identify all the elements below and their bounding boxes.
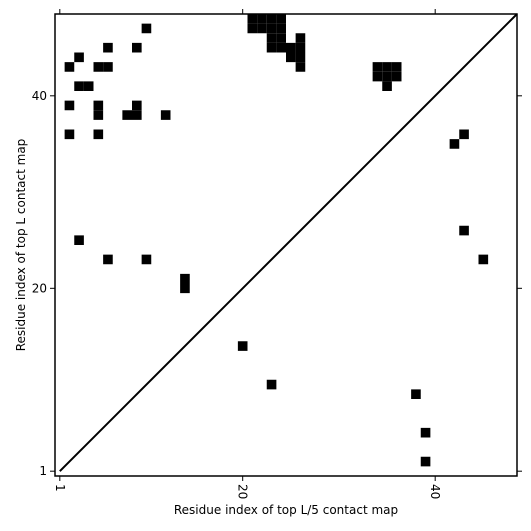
- contact-cell: [391, 71, 402, 82]
- contact-cell: [372, 71, 383, 82]
- y-tick-label: 40: [32, 89, 47, 103]
- contact-cell: [64, 129, 75, 140]
- contact-cell: [286, 42, 296, 53]
- contact-cell: [459, 225, 469, 236]
- contact-cell: [266, 23, 277, 34]
- contact-cell: [74, 81, 84, 91]
- contact-cell: [372, 62, 383, 72]
- plot-frame: [54, 13, 518, 477]
- contact-cell: [276, 23, 286, 34]
- x-axis-label: Residue index of top L/5 contact map: [174, 503, 398, 517]
- x-tick-label: 40: [428, 484, 442, 499]
- contact-cell: [83, 81, 94, 91]
- contact-cell: [478, 254, 489, 265]
- diagonal-line: [59, 13, 518, 472]
- contact-cell: [420, 456, 431, 467]
- contact-cell: [459, 129, 469, 140]
- contact-cell: [382, 71, 392, 82]
- contact-cell: [266, 33, 277, 43]
- y-tick-label: 20: [32, 281, 47, 295]
- contact-cell: [247, 14, 258, 24]
- contact-cell: [180, 273, 190, 284]
- contact-cell: [93, 62, 104, 72]
- contact-cell: [74, 235, 84, 245]
- contact-cell: [276, 42, 286, 53]
- contact-cell: [382, 81, 392, 91]
- contact-cell: [276, 14, 286, 24]
- contact-cell: [391, 62, 402, 72]
- y-tick-label: 1: [39, 464, 47, 478]
- contact-cell: [160, 110, 171, 120]
- contact-cell: [64, 62, 75, 72]
- contact-cell: [266, 14, 277, 24]
- contact-cell: [295, 33, 306, 43]
- contact-cell: [103, 42, 113, 53]
- contact-cell: [295, 62, 306, 72]
- contact-cell: [411, 389, 421, 399]
- contact-cell: [257, 23, 267, 34]
- contact-cell: [257, 14, 267, 24]
- contact-cell: [247, 23, 258, 34]
- contact-cell: [122, 110, 132, 120]
- contact-cell: [93, 110, 104, 120]
- contact-cell: [141, 254, 152, 265]
- contact-cell: [266, 42, 277, 53]
- x-tick-label: 1: [53, 484, 67, 492]
- contact-cell: [132, 110, 142, 120]
- contact-cell: [141, 23, 152, 34]
- contact-cell: [93, 100, 104, 111]
- x-tick-label: 20: [236, 484, 250, 499]
- y-axis-label: Residue index of top L contact map: [14, 139, 28, 352]
- contact-cell: [132, 42, 142, 53]
- contact-cell: [266, 379, 277, 390]
- contact-cell: [64, 100, 75, 111]
- contact-cell: [237, 341, 248, 351]
- contact-cell: [420, 427, 431, 438]
- contact-cell: [132, 100, 142, 111]
- contact-cell: [286, 52, 296, 63]
- contact-cell: [180, 283, 190, 294]
- contact-cell: [295, 42, 306, 53]
- contact-cell: [74, 52, 84, 63]
- contact-cell: [295, 52, 306, 63]
- contact-cell: [382, 62, 392, 72]
- contact-cell: [276, 33, 286, 43]
- contact-cell: [103, 62, 113, 72]
- contact-cell: [449, 139, 460, 149]
- contact-cell: [103, 254, 113, 265]
- contact-cell: [93, 129, 104, 140]
